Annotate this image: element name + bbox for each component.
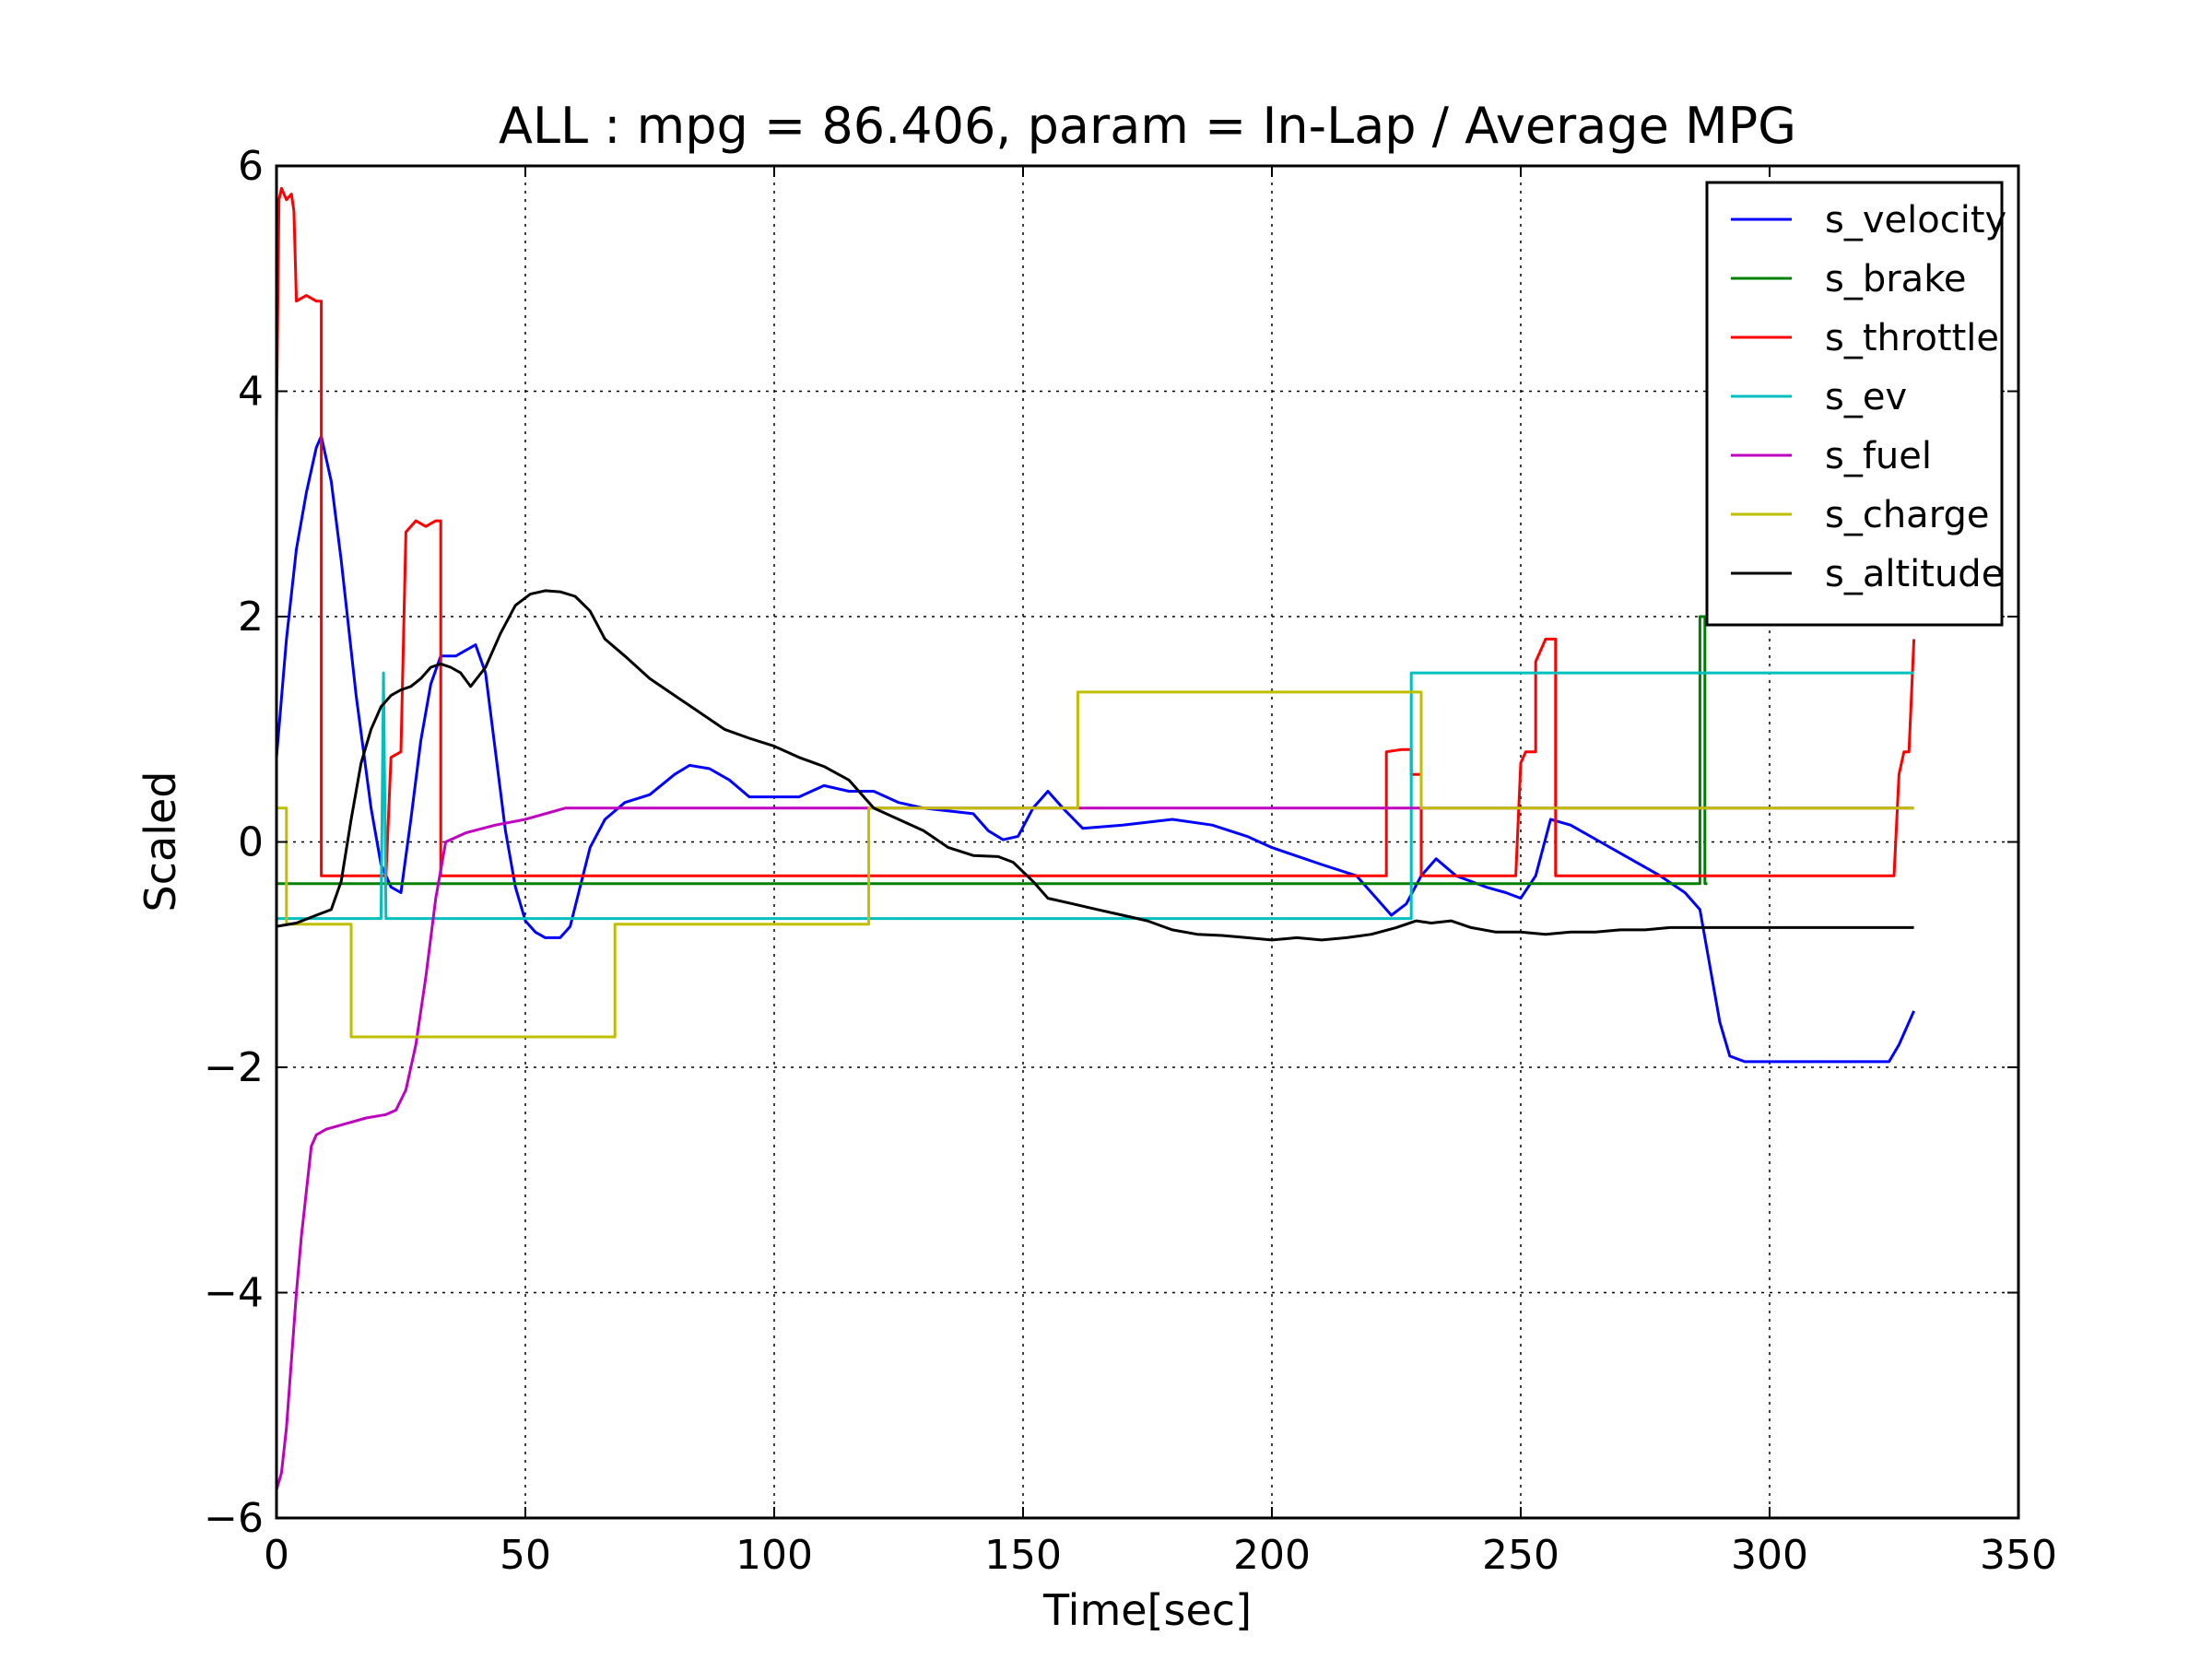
legend-box — [1705, 181, 2004, 627]
x-tick-label: 200 — [1233, 1532, 1311, 1579]
x-tick-label: 100 — [735, 1532, 813, 1579]
x-tick-label: 350 — [1980, 1532, 2057, 1579]
series-line-s-altitude — [276, 589, 1914, 942]
y-tick-label: 2 — [238, 594, 264, 641]
y-axis-ticks: −6 −4 −2 0 2 4 6 — [204, 143, 2018, 1542]
legend-label: s_charge — [1825, 494, 1989, 536]
legend-label: s_throttle — [1825, 317, 1999, 359]
y-axis-label: Scaled — [135, 771, 185, 912]
legend-label: s_brake — [1825, 258, 1967, 300]
series-line-s-velocity — [276, 434, 1915, 1064]
legend-label: s_altitude — [1825, 553, 2004, 595]
x-tick-label: 250 — [1482, 1532, 1559, 1579]
series-line-s-brake — [276, 615, 1708, 886]
series-line-s-fuel — [276, 806, 1914, 1490]
legend: s_velocity s_brake s_throttle s_ev s_fuel s_c… — [1705, 181, 2006, 627]
x-axis-ticks: 0 50 100 150 200 250 300 350 — [264, 166, 2057, 1579]
legend-label: s_fuel — [1825, 435, 1932, 477]
legend-label: s_ev — [1825, 376, 1907, 418]
x-tick-label: 0 — [264, 1532, 289, 1579]
x-tick-label: 50 — [500, 1532, 551, 1579]
y-tick-label: 4 — [238, 369, 264, 416]
y-tick-label: −6 — [204, 1495, 264, 1542]
y-tick-label: 0 — [238, 819, 264, 866]
chart-title: ALL : mpg = 86.406, param = In-Lap / Ave… — [499, 97, 1796, 155]
legend-label: s_velocity — [1825, 199, 2006, 241]
y-tick-label: 6 — [238, 143, 264, 190]
x-axis-label: Time[sec] — [1042, 1585, 1252, 1635]
series-line-s-throttle — [276, 186, 1916, 877]
x-tick-label: 150 — [984, 1532, 1062, 1579]
series-line-s-ev — [276, 671, 1914, 921]
y-tick-label: −4 — [204, 1270, 264, 1317]
series-layer — [276, 186, 1916, 1490]
x-tick-label: 300 — [1731, 1532, 1808, 1579]
y-tick-label: −2 — [204, 1044, 264, 1091]
